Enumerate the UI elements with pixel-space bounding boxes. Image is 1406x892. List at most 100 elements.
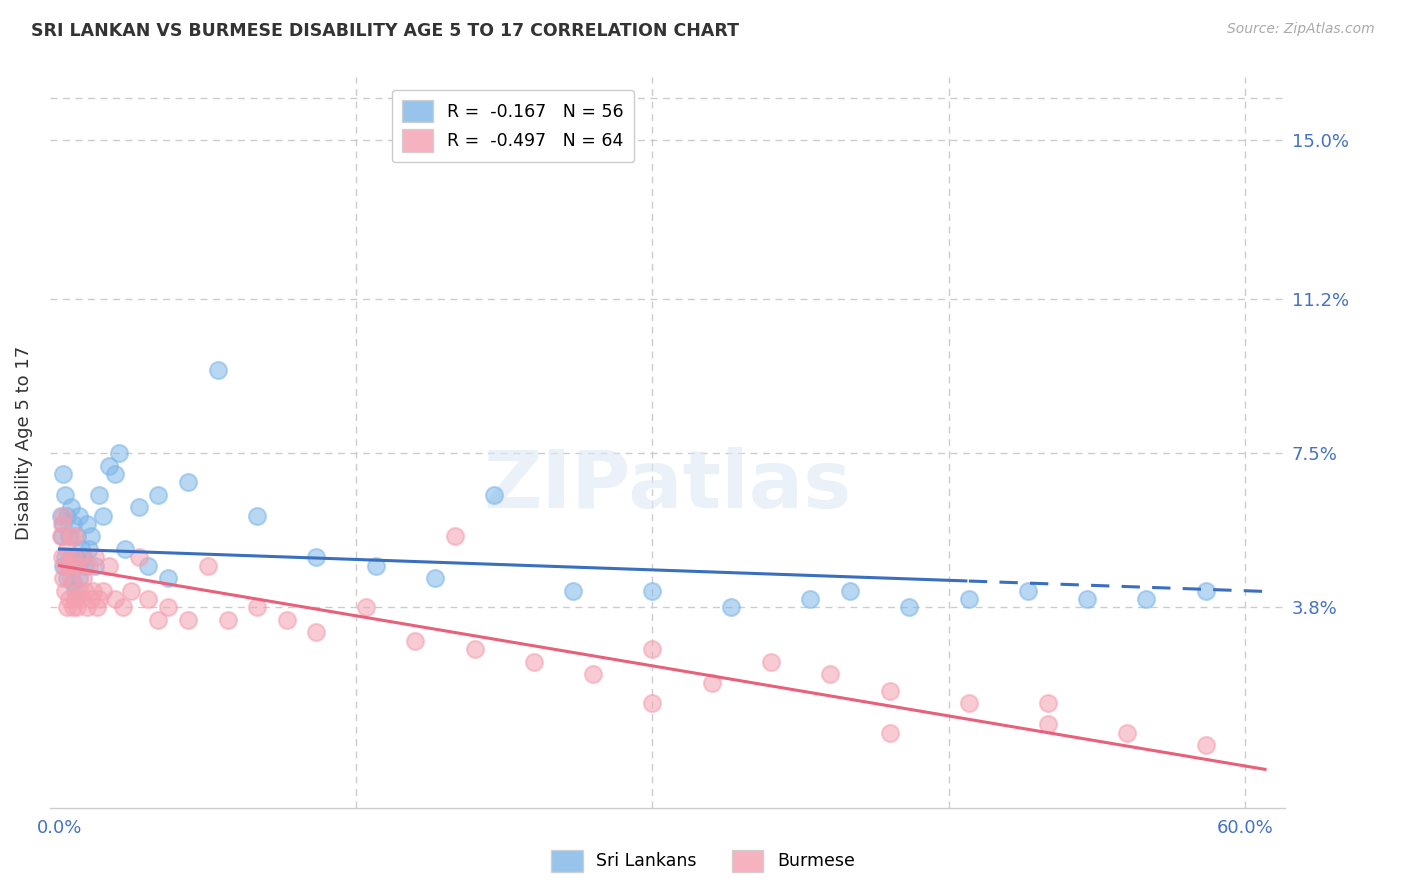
Point — [60, 571, 83, 585]
Point — [582, 667, 605, 681]
Point — [641, 583, 664, 598]
Point — [246, 508, 269, 523]
Point — [67, 550, 90, 565]
Point — [75, 583, 97, 598]
Point — [58, 529, 80, 543]
Point — [80, 529, 103, 543]
Point — [217, 613, 239, 627]
Point — [70, 541, 93, 556]
Point — [65, 529, 87, 543]
Point — [957, 592, 980, 607]
Point — [404, 633, 426, 648]
Point — [52, 508, 75, 523]
Point — [56, 571, 79, 585]
Text: Source: ZipAtlas.com: Source: ZipAtlas.com — [1227, 22, 1375, 37]
Point — [60, 550, 83, 565]
Point — [879, 684, 901, 698]
Point — [77, 558, 100, 573]
Point — [58, 592, 80, 607]
Point — [76, 516, 98, 531]
Point — [87, 488, 110, 502]
Point — [108, 446, 131, 460]
Point — [276, 613, 298, 627]
Point — [65, 583, 87, 598]
Point — [207, 362, 229, 376]
Point — [641, 697, 664, 711]
Point — [58, 558, 80, 573]
Point — [67, 571, 90, 585]
Point — [305, 625, 328, 640]
Point — [464, 642, 486, 657]
Point — [70, 592, 93, 607]
Point — [700, 675, 723, 690]
Point — [177, 475, 200, 490]
Point — [84, 558, 107, 573]
Text: SRI LANKAN VS BURMESE DISABILITY AGE 5 TO 17 CORRELATION CHART: SRI LANKAN VS BURMESE DISABILITY AGE 5 T… — [31, 22, 740, 40]
Point — [97, 458, 120, 473]
Point — [52, 571, 75, 585]
Point — [58, 558, 80, 573]
Point — [55, 488, 77, 502]
Point — [72, 550, 94, 565]
Point — [86, 600, 108, 615]
Point — [879, 725, 901, 739]
Point — [66, 600, 89, 615]
Point — [62, 516, 84, 531]
Point — [66, 558, 89, 573]
Point — [799, 592, 821, 607]
Point — [72, 571, 94, 585]
Point — [364, 558, 387, 573]
Point — [49, 529, 72, 543]
Point — [65, 592, 87, 607]
Point — [818, 667, 841, 681]
Point — [246, 600, 269, 615]
Point — [80, 592, 103, 607]
Point — [1036, 717, 1059, 731]
Point — [51, 467, 73, 481]
Point — [1076, 592, 1098, 607]
Point — [641, 642, 664, 657]
Point — [65, 550, 87, 565]
Point — [66, 529, 89, 543]
Point — [104, 467, 127, 481]
Point — [55, 550, 77, 565]
Point — [84, 550, 107, 565]
Point — [66, 558, 89, 573]
Point — [1036, 697, 1059, 711]
Point — [111, 600, 134, 615]
Point — [60, 529, 83, 543]
Point — [148, 613, 170, 627]
Point — [157, 571, 180, 585]
Point — [51, 550, 73, 565]
Point — [177, 613, 200, 627]
Legend: R =  -0.167   N = 56, R =  -0.497   N = 64: R = -0.167 N = 56, R = -0.497 N = 64 — [392, 90, 634, 162]
Point — [62, 550, 84, 565]
Point — [91, 508, 114, 523]
Point — [104, 592, 127, 607]
Point — [157, 600, 180, 615]
Point — [898, 600, 921, 615]
Point — [423, 571, 446, 585]
Point — [76, 600, 98, 615]
Point — [52, 558, 75, 573]
Point — [957, 697, 980, 711]
Point — [128, 550, 150, 565]
Point — [562, 583, 585, 598]
Point — [114, 541, 136, 556]
Point — [51, 516, 73, 531]
Point — [443, 529, 465, 543]
Point — [759, 655, 782, 669]
Point — [62, 600, 84, 615]
Point — [138, 558, 160, 573]
Point — [56, 508, 79, 523]
Point — [197, 558, 219, 573]
Point — [305, 550, 328, 565]
Point — [148, 488, 170, 502]
Point — [62, 575, 84, 590]
Point — [354, 600, 377, 615]
Y-axis label: Disability Age 5 to 17: Disability Age 5 to 17 — [15, 345, 32, 540]
Point — [56, 541, 79, 556]
Point — [138, 592, 160, 607]
Point — [77, 541, 100, 556]
Text: ZIPatlas: ZIPatlas — [484, 448, 852, 525]
